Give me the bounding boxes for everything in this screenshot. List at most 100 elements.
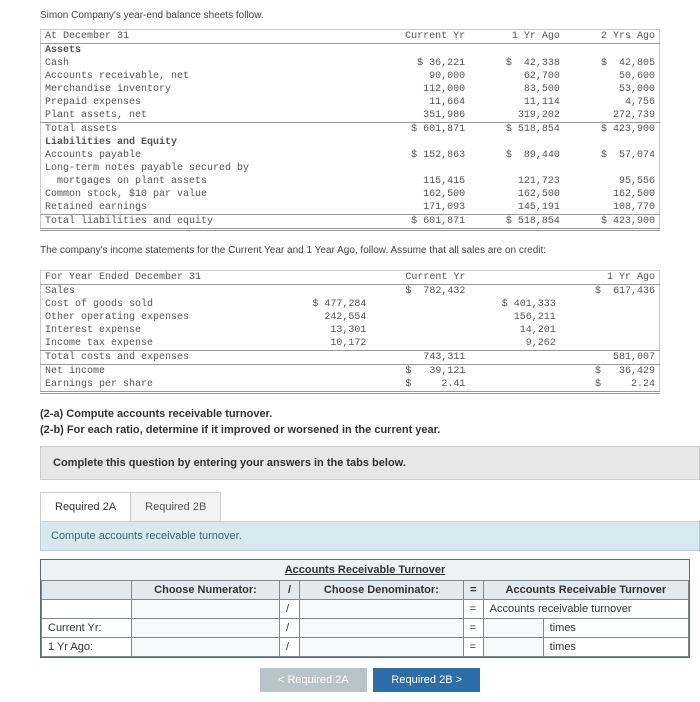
eq: = — [463, 600, 483, 619]
cell — [469, 162, 564, 175]
cell: 351,986 — [365, 109, 469, 123]
assets-label: Assets — [41, 44, 660, 58]
bs-col-0: Current Yr — [365, 30, 469, 44]
cell: 581,007 — [560, 351, 660, 365]
cell: 162,500 — [469, 188, 564, 201]
sub-instruction: Compute accounts receivable turnover. — [40, 522, 700, 551]
cell: $ 518,854 — [469, 123, 564, 137]
cell: $ 601,871 — [365, 123, 469, 137]
row: Income tax expense — [41, 337, 281, 351]
cell: $ 57,074 — [564, 149, 660, 162]
cell: $ 518,854 — [469, 215, 564, 230]
cell: 90,000 — [365, 70, 469, 83]
is-col-1: 1 Yr Ago — [469, 271, 659, 285]
row: Prepaid expenses — [41, 96, 366, 109]
times-label: times — [543, 619, 688, 638]
numerator-input-current[interactable] — [132, 619, 280, 638]
cell: $ 601,871 — [365, 215, 469, 230]
denominator-select-0[interactable] — [300, 600, 464, 619]
cell: $ 42,805 — [564, 57, 660, 70]
cell: $ 2.41 — [370, 378, 469, 393]
row0-label — [42, 600, 132, 619]
row: Cash — [41, 57, 366, 70]
prev-button[interactable]: < Required 2A — [260, 668, 367, 692]
total-assets-label: Total assets — [41, 123, 366, 137]
row: Accounts payable — [41, 149, 366, 162]
cell: 83,500 — [469, 83, 564, 96]
numerator-input-1yr[interactable] — [132, 638, 280, 657]
cell — [564, 162, 660, 175]
net-income-label: Net income — [41, 365, 281, 379]
blank-hdr — [42, 581, 132, 600]
cell: 319,202 — [469, 109, 564, 123]
income-stmt-table: For Year Ended December 31 Current Yr 1 … — [40, 270, 660, 394]
tab-required-2a[interactable]: Required 2A — [40, 492, 131, 521]
balance-sheet-table: At December 31 Current Yr 1 Yr Ago 2 Yrs… — [40, 29, 660, 231]
slash: / — [280, 600, 300, 619]
tabs-row: Required 2A Required 2B — [40, 492, 700, 522]
cell: 242,554 — [280, 311, 370, 324]
question-2b: (2-b) For each ratio, determine if it im… — [40, 424, 700, 436]
cell: 112,000 — [365, 83, 469, 96]
next-button[interactable]: Required 2B > — [373, 668, 480, 692]
tab-required-2b[interactable]: Required 2B — [130, 492, 221, 521]
row: Interest expense — [41, 324, 281, 337]
cell: $ 423,900 — [564, 215, 660, 230]
cell: $ 617,436 — [560, 285, 660, 299]
cell: $ 42,338 — [469, 57, 564, 70]
row0-result: Accounts receivable turnover — [483, 600, 688, 619]
row: Merchandise inventory — [41, 83, 366, 96]
is-header-label: For Year Ended December 31 — [41, 271, 281, 285]
row: Long-term notes payable secured by — [41, 162, 366, 175]
cell: 156,211 — [469, 311, 559, 324]
cell: 145,191 — [469, 201, 564, 215]
cell: 272,739 — [564, 109, 660, 123]
bs-col-2: 2 Yrs Ago — [564, 30, 660, 44]
cell: 62,700 — [469, 70, 564, 83]
cell: 121,723 — [469, 175, 564, 188]
is-col-0: Current Yr — [280, 271, 469, 285]
cell: 53,000 — [564, 83, 660, 96]
eq-hdr: = — [463, 581, 483, 600]
cell: 743,311 — [370, 351, 469, 365]
row: Common stock, $10 par value — [41, 188, 366, 201]
total-costs-label: Total costs and expenses — [41, 351, 281, 365]
instruction-bar: Complete this question by entering your … — [40, 446, 700, 480]
row: Cost of goods sold — [41, 298, 281, 311]
cell: $ 423,900 — [564, 123, 660, 137]
eq: = — [463, 638, 483, 657]
cell: 11,114 — [469, 96, 564, 109]
result-input-1yr[interactable] — [483, 638, 543, 657]
row: Other operating expenses — [41, 311, 281, 324]
turnover-worksheet: Accounts Receivable Turnover Choose Nume… — [40, 559, 690, 658]
numerator-select-0[interactable] — [132, 600, 280, 619]
cell: $ 152,863 — [365, 149, 469, 162]
cell: $ 2.24 — [560, 378, 660, 393]
cell: $ 36,429 — [560, 365, 660, 379]
question-2a: (2-a) Compute accounts receivable turnov… — [40, 408, 700, 420]
cell: 10,172 — [280, 337, 370, 351]
intro-text: Simon Company's year-end balance sheets … — [40, 10, 700, 21]
cell — [365, 162, 469, 175]
narrative-text: The company's income statements for the … — [40, 245, 700, 256]
row: Plant assets, net — [41, 109, 366, 123]
denominator-input-1yr[interactable] — [300, 638, 464, 657]
result-hdr: Accounts Receivable Turnover — [483, 581, 688, 600]
cell: $ 89,440 — [469, 149, 564, 162]
slash: / — [280, 619, 300, 638]
denominator-hdr: Choose Denominator: — [300, 581, 464, 600]
cell: 9,262 — [469, 337, 559, 351]
slash: / — [280, 638, 300, 657]
cell: 11,664 — [365, 96, 469, 109]
cell: 50,600 — [564, 70, 660, 83]
times-label: times — [543, 638, 688, 657]
cell: 95,556 — [564, 175, 660, 188]
cell: 4,756 — [564, 96, 660, 109]
cell: 13,301 — [280, 324, 370, 337]
bs-col-1: 1 Yr Ago — [469, 30, 564, 44]
cell: $ 477,284 — [280, 298, 370, 311]
result-input-current[interactable] — [483, 619, 543, 638]
row: Accounts receivable, net — [41, 70, 366, 83]
denominator-input-current[interactable] — [300, 619, 464, 638]
cell: $ 782,432 — [370, 285, 469, 299]
